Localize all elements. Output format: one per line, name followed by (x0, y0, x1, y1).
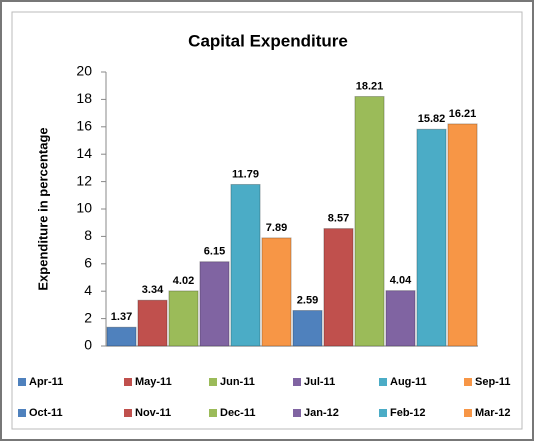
legend-label: Feb-12 (390, 407, 425, 419)
legend-swatch (18, 378, 26, 386)
data-label: 18.21 (356, 80, 384, 92)
bar (168, 290, 199, 347)
data-label: 2.59 (297, 294, 318, 306)
bar (323, 228, 354, 347)
data-label: 3.34 (142, 284, 164, 296)
legend-swatch (124, 409, 132, 417)
y-tick-label: 4 (84, 282, 92, 298)
y-tick-label: 6 (84, 255, 92, 271)
legend-swatch (209, 409, 217, 417)
data-label: 11.79 (232, 168, 259, 180)
legend-label: Dec-11 (220, 407, 255, 419)
bar (354, 96, 385, 347)
data-label: 4.04 (390, 275, 412, 287)
legend-label: Oct-11 (29, 407, 63, 419)
legend-swatch (293, 378, 301, 386)
data-label: 7.89 (266, 222, 287, 234)
bar (416, 128, 447, 347)
legend-label: Nov-11 (135, 407, 171, 419)
bar (292, 310, 323, 347)
legend-swatch (379, 409, 387, 417)
legend-swatch (464, 409, 472, 417)
data-label: 4.02 (173, 275, 194, 287)
chart-title: Capital Expenditure (188, 31, 348, 50)
y-tick-label: 20 (76, 63, 92, 79)
y-tick-label: 8 (84, 227, 92, 243)
legend-label: Apr-11 (29, 376, 63, 388)
legend-swatch (124, 378, 132, 386)
bar (199, 261, 230, 347)
data-label: 15.82 (418, 113, 446, 125)
bar (447, 123, 478, 347)
legend-label: Jun-11 (220, 376, 255, 388)
legend-swatch (379, 378, 387, 386)
y-tick-label: 10 (76, 200, 92, 216)
legend-label: Sep-11 (475, 376, 510, 388)
y-tick-label: 16 (76, 118, 92, 134)
y-tick-label: 18 (76, 90, 92, 106)
legend-swatch (464, 378, 472, 386)
legend-label: May-11 (135, 376, 172, 388)
legend-swatch (18, 409, 26, 417)
legend-label: Aug-11 (390, 376, 427, 388)
bar (385, 290, 416, 347)
y-axis-label: Expenditure in percentage (35, 127, 50, 290)
inner-frame (11, 11, 523, 430)
legend-swatch (293, 409, 301, 417)
bar (261, 237, 292, 347)
bar (137, 299, 168, 347)
bar (106, 326, 137, 347)
data-label: 16.21 (449, 108, 477, 120)
data-label: 8.57 (328, 212, 349, 224)
y-tick-label: 14 (76, 145, 92, 161)
legend-label: Jan-12 (304, 407, 339, 419)
data-label: 1.37 (111, 311, 132, 323)
y-tick-label: 0 (84, 337, 92, 353)
legend-label: Jul-11 (304, 376, 335, 388)
legend-label: Mar-12 (475, 407, 510, 419)
legend-swatch (209, 378, 217, 386)
y-tick-label: 12 (76, 172, 92, 188)
bar (230, 183, 261, 347)
y-tick-label: 2 (84, 309, 92, 325)
data-label: 6.15 (204, 246, 225, 258)
